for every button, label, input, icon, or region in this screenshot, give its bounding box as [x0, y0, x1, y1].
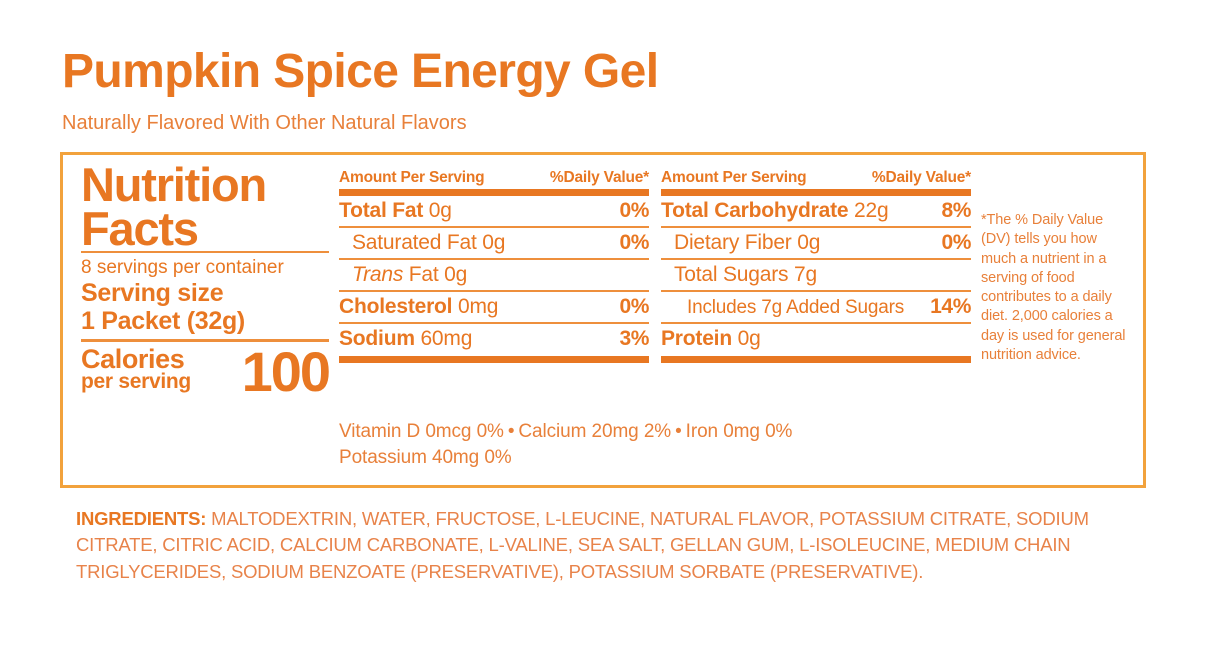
- micronutrients-line1: Vitamin D 0mcg 0% • Calcium 20mg 2% • Iron 0…: [339, 419, 971, 445]
- nutrient-name: Trans: [352, 263, 404, 286]
- nutrient-column-right: Amount Per Serving %Daily Value* Total C…: [661, 169, 971, 363]
- table-row: Total Fat 0g 0%: [339, 196, 649, 228]
- iron-amount: 0mg: [723, 421, 760, 442]
- nutrition-facts-panel: Nutrition Facts 8 servings per container…: [60, 152, 1146, 488]
- ingredients-block: INGREDIENTS: MALTODEXTRIN, WATER, FRUCTO…: [76, 506, 1106, 585]
- nutrient-name: Dietary Fiber: [674, 231, 792, 254]
- table-row: Total Carbohydrate 22g 8%: [661, 196, 971, 228]
- ingredients-text: MALTODEXTRIN, WATER, FRUCTOSE, L-LEUCINE…: [76, 508, 1089, 582]
- column-footer-rule-left: [339, 356, 649, 363]
- table-row: Cholesterol 0mg 0%: [339, 292, 649, 324]
- nutrition-facts-heading-line1: Nutrition: [81, 158, 267, 211]
- nutrition-facts-summary: Nutrition Facts 8 servings per container…: [81, 158, 331, 403]
- nutrient-amount: 0mg: [457, 295, 499, 318]
- nutrient-name: Total Carbohydrate: [661, 199, 849, 222]
- nutrient-amount: 22g: [854, 199, 889, 222]
- micronutrients-line2: Potassium 40mg 0%: [339, 445, 971, 471]
- nutrient-amount: 0g: [444, 263, 468, 286]
- amount-per-serving-header: Amount Per Serving: [661, 169, 807, 186]
- nutrient-amount: 0g: [428, 199, 452, 222]
- calories-label-group: Calories per serving: [81, 344, 191, 395]
- table-row: Trans Fat 0g: [339, 260, 649, 292]
- nutrient-name: Includes 7g Added Sugars: [687, 297, 905, 318]
- column-header-left: Amount Per Serving %Daily Value*: [339, 169, 649, 189]
- calcium-name: Calcium: [518, 421, 587, 442]
- nutrient-dv: 0%: [619, 295, 649, 318]
- calories-row: Calories per serving 100: [81, 339, 331, 403]
- nutrient-name: Protein: [661, 327, 732, 350]
- table-row: Dietary Fiber 0g 0%: [661, 228, 971, 260]
- nutrient-column-left: Amount Per Serving %Daily Value* Total F…: [339, 169, 649, 363]
- vitamin-d-dv: 0%: [476, 421, 504, 442]
- column-header-rule-left: [339, 189, 649, 196]
- ingredients-label: INGREDIENTS:: [76, 508, 207, 529]
- potassium-amount: 40mg: [432, 446, 480, 468]
- calcium-dv: 2%: [643, 421, 672, 442]
- micronutrients-row: Vitamin D 0mcg 0% • Calcium 20mg 2% • Iron 0…: [339, 419, 971, 470]
- daily-value-footnote: *The % Daily Value (DV) tells you how mu…: [981, 212, 1126, 363]
- servings-per-container: 8 servings per container: [81, 257, 284, 279]
- column-header-right: Amount Per Serving %Daily Value*: [661, 169, 971, 189]
- calories-label: Calories: [81, 344, 185, 375]
- serving-size-label: Serving size: [81, 279, 224, 308]
- nutrient-name: Saturated Fat: [352, 231, 477, 254]
- nutrient-name: Total Fat: [339, 199, 424, 222]
- table-row: Includes 7g Added Sugars 14%: [661, 292, 971, 324]
- nutrition-facts-heading-line2: Facts: [81, 202, 199, 256]
- nutrient-amount: 7g: [793, 263, 817, 286]
- table-row: Sodium 60mg 3%: [339, 324, 649, 354]
- nutrient-dv: 0%: [941, 231, 971, 254]
- nutrient-amount: 0g: [482, 231, 506, 254]
- nutrient-dv: 3%: [619, 327, 649, 350]
- daily-value-header: %Daily Value*: [871, 169, 971, 186]
- nutrient-amount: 0g: [737, 327, 761, 350]
- potassium-name: Potassium: [339, 446, 427, 468]
- serving-size-value: 1 Packet (32g): [81, 306, 245, 335]
- nutrient-dv: 14%: [930, 295, 971, 318]
- nutrient-name: Cholesterol: [339, 295, 453, 318]
- nutrient-name: Sodium: [339, 327, 415, 350]
- nutrient-name: Total Sugars: [674, 263, 789, 286]
- table-row: Total Sugars 7g: [661, 260, 971, 292]
- product-subtitle: Naturally Flavored With Other Natural Fl…: [62, 112, 467, 134]
- nutrient-name-suffix: Fat: [408, 263, 439, 286]
- bullet-separator: •: [507, 421, 515, 442]
- nutrition-facts-heading: Nutrition Facts: [81, 158, 329, 256]
- nutrient-dv: 8%: [941, 199, 971, 222]
- calories-sublabel: per serving: [81, 369, 191, 393]
- calcium-amount: 20mg: [591, 421, 639, 442]
- bullet-separator: •: [675, 421, 682, 442]
- divider-under-heading: [81, 251, 329, 254]
- table-row: Saturated Fat 0g 0%: [339, 228, 649, 260]
- nutrient-amount: 0g: [797, 231, 821, 254]
- product-title: Pumpkin Spice Energy Gel: [62, 45, 659, 98]
- nutrient-amount: 60mg: [420, 327, 473, 350]
- nutrient-dv: 0%: [619, 231, 649, 254]
- divider-above-calories: [81, 339, 329, 343]
- nutrient-dv: 0%: [619, 199, 649, 222]
- amount-per-serving-header: Amount Per Serving: [339, 169, 485, 186]
- vitamin-d-name: Vitamin D: [339, 421, 421, 442]
- column-header-rule-right: [661, 189, 971, 196]
- daily-value-header: %Daily Value*: [549, 169, 649, 186]
- iron-name: Iron: [685, 421, 719, 442]
- column-footer-rule-right: [661, 356, 971, 363]
- potassium-dv: 0%: [484, 446, 512, 468]
- table-row: Protein 0g: [661, 324, 971, 354]
- iron-dv: 0%: [765, 421, 793, 442]
- calories-value: 100: [241, 339, 331, 403]
- vitamin-d-amount: 0mcg: [425, 421, 472, 442]
